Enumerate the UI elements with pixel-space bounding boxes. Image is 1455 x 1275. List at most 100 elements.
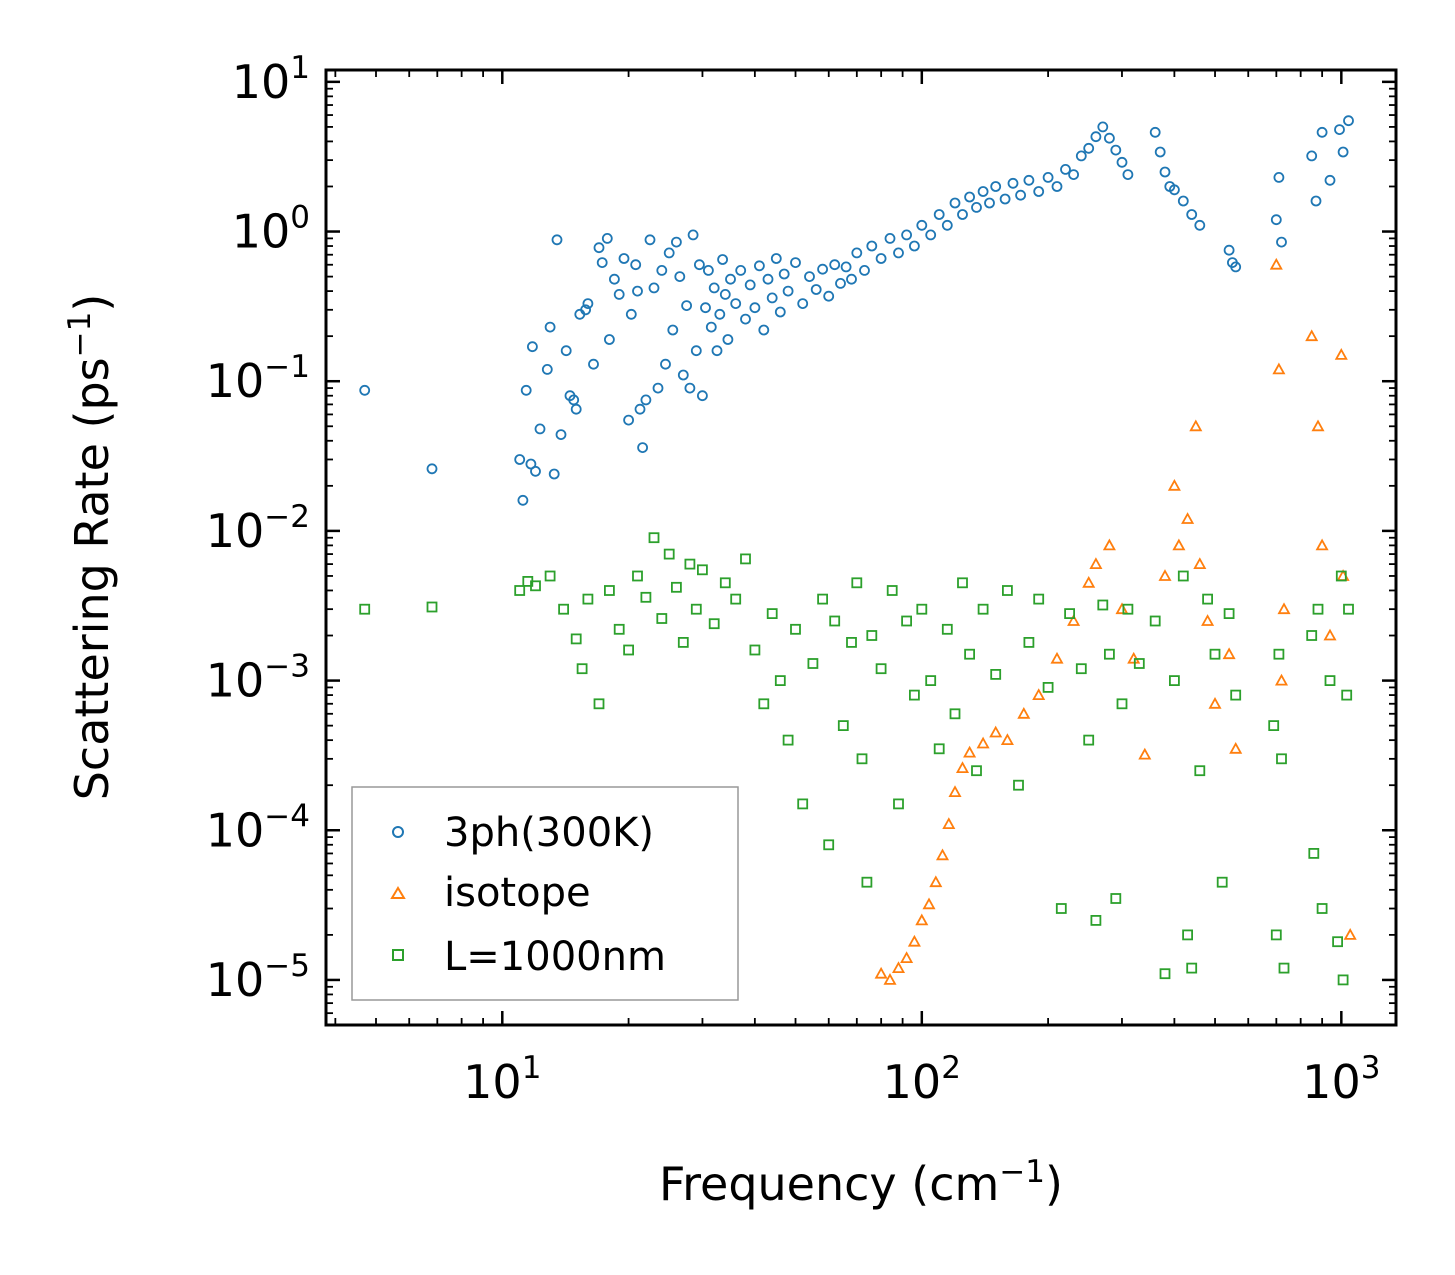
- circle-point: [1104, 132, 1115, 144]
- y-axis-title-sup: −1: [62, 312, 98, 358]
- legend-marker-isotope: [390, 886, 406, 899]
- circle-point: [1230, 261, 1242, 273]
- y-tick-base: 10: [206, 354, 265, 408]
- square-point: [1116, 698, 1128, 710]
- circle-point: [660, 358, 671, 370]
- square-point: [1149, 615, 1161, 627]
- square-point: [640, 591, 652, 603]
- square-point: [671, 581, 682, 593]
- square-point: [817, 593, 828, 605]
- y-tick-label: 10−3: [206, 649, 310, 708]
- circle-point: [1273, 171, 1285, 183]
- square-point: [823, 839, 835, 851]
- circle-point: [770, 253, 782, 264]
- square-point: [359, 603, 371, 615]
- square-point: [1332, 936, 1343, 948]
- square-point: [1122, 603, 1134, 615]
- circle-point: [964, 191, 975, 203]
- y-tick-base: 10: [206, 654, 265, 708]
- circle-point: [740, 313, 751, 325]
- triangle-point: [1311, 419, 1325, 432]
- circle-point: [804, 271, 815, 283]
- series-1: [874, 257, 1357, 985]
- y-tick-label: 10−4: [206, 798, 310, 857]
- circle-point: [725, 273, 736, 285]
- circle-point: [1324, 174, 1336, 186]
- circle-point: [705, 321, 717, 333]
- square-point: [558, 603, 569, 615]
- y-tick-label: 10−1: [206, 349, 310, 408]
- y-tick-base: 10: [206, 504, 265, 558]
- y-tick-exp: −3: [264, 649, 310, 685]
- circle-point: [637, 442, 648, 454]
- triangle-point: [1138, 747, 1152, 760]
- circle-point: [1110, 144, 1122, 156]
- circle-point: [933, 209, 945, 220]
- square-point: [949, 708, 961, 720]
- square-point: [1278, 962, 1290, 974]
- circle-point: [1075, 150, 1087, 162]
- square-point: [1216, 876, 1228, 888]
- square-point: [766, 608, 778, 619]
- circle-point: [694, 259, 705, 271]
- circle-point: [551, 234, 563, 246]
- circle-point: [797, 298, 809, 310]
- circle-point: [596, 257, 608, 269]
- circle-point: [560, 345, 572, 357]
- square-point: [1133, 658, 1145, 669]
- triangle-point: [1208, 696, 1222, 709]
- square-point: [684, 558, 696, 570]
- circle-point: [544, 321, 556, 333]
- plot-marks: [359, 115, 1357, 986]
- circle-point: [520, 384, 532, 396]
- y-axis-title-text: Scattering Rate (ps: [65, 357, 119, 800]
- y-tick-label: 10−5: [206, 948, 310, 1007]
- triangle-point: [1305, 329, 1319, 342]
- circle-point: [1334, 124, 1345, 136]
- triangle-point: [1115, 602, 1129, 615]
- square-point: [1316, 903, 1328, 914]
- square-point: [677, 637, 689, 648]
- triangle-point: [935, 848, 950, 861]
- triangle-point: [1000, 733, 1014, 745]
- square-point: [749, 644, 761, 656]
- triangle-point: [900, 951, 914, 963]
- circle-point: [754, 260, 765, 272]
- circle-point: [1186, 209, 1198, 220]
- circle-point: [909, 240, 920, 252]
- triangle-point: [1193, 557, 1207, 569]
- triangle-point: [976, 736, 990, 749]
- circle-point: [790, 257, 801, 269]
- square-point: [837, 720, 849, 731]
- square-point: [1110, 893, 1122, 904]
- circle-point: [990, 181, 1002, 192]
- circle-point: [840, 261, 852, 273]
- triangle-point: [963, 745, 977, 758]
- triangle-point: [1269, 257, 1283, 270]
- square-point: [916, 603, 928, 615]
- circle-point: [823, 290, 835, 302]
- square-point: [964, 648, 975, 660]
- triangle-point: [1222, 647, 1236, 660]
- square-point: [856, 753, 868, 765]
- square-point: [1273, 648, 1285, 660]
- circle-point: [735, 264, 747, 276]
- circle-point: [1310, 195, 1322, 207]
- circle-point: [1169, 184, 1180, 196]
- circle-point: [901, 229, 912, 241]
- square-point: [1194, 765, 1206, 777]
- square-point: [1186, 962, 1198, 974]
- circle-point: [684, 382, 696, 394]
- x-tick-label: 101: [463, 1050, 541, 1109]
- triangle-point: [1189, 419, 1203, 432]
- square-point: [807, 658, 819, 669]
- circle-point: [570, 403, 582, 415]
- legend: 3ph(300K) isotope L=1000nm: [351, 786, 739, 1001]
- triangle-point: [1172, 538, 1186, 551]
- circle-point: [859, 264, 870, 276]
- y-tick-exp: 1: [290, 50, 310, 86]
- circle-point: [609, 273, 620, 285]
- square-point: [1055, 903, 1067, 914]
- circle-point: [719, 288, 731, 300]
- circle-point: [1177, 195, 1189, 207]
